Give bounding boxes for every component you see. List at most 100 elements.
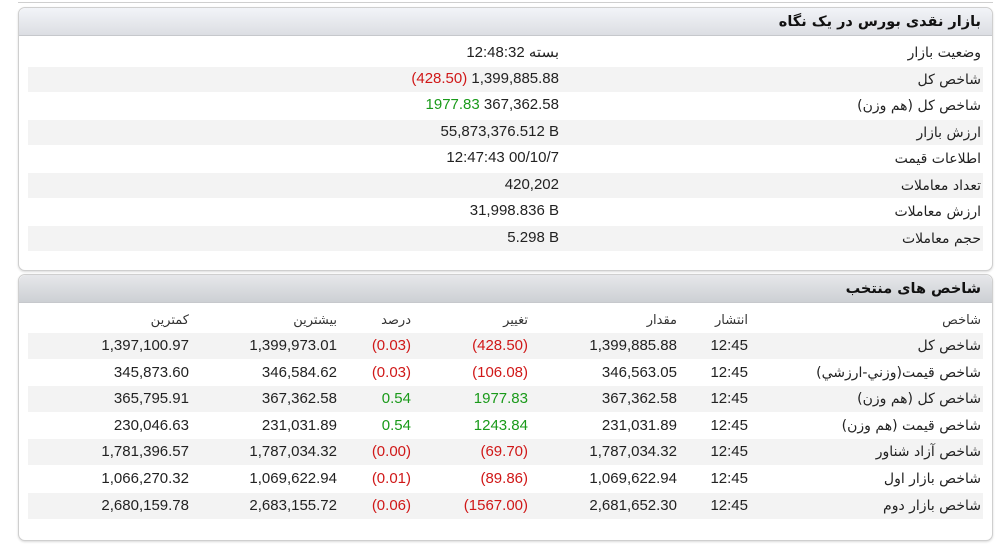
index-change: (1567.00) (463, 496, 528, 514)
index-value: 1,787,034.32 (589, 443, 677, 461)
index-name: شاخص قیمت (هم وزن) (841, 417, 981, 434)
market-summary-label: اطلاعات قیمت (894, 151, 981, 167)
index-percent: (0.00) (371, 443, 411, 461)
index-high: 367,362.58 (261, 390, 337, 408)
index-published: 12:45 (710, 496, 748, 514)
index-change: (89.86) (480, 470, 528, 487)
index-published: 12:45 (710, 363, 748, 381)
market-summary-label: وضعیت بازار (907, 45, 981, 61)
market-summary-row: وضعیت بازار 12:48:32 بسته (28, 40, 983, 65)
col-header-name: شاخص (942, 313, 981, 328)
selected-indices-panel: شاخص های منتخب شاخص انتشار مقدار تغییر د… (18, 274, 993, 541)
index-low: 345,873.60 (113, 363, 189, 381)
col-header-percent: درصد (381, 313, 411, 328)
index-published: 12:45 (710, 443, 748, 461)
col-header-value: مقدار (646, 313, 677, 328)
index-low: 1,781,396.57 (101, 443, 189, 461)
index-high: 1,069,622.94 (249, 470, 337, 487)
index-percent: 0.54 (381, 390, 411, 408)
index-row: شاخص کل (هم وزن) 12:45 367,362.58 1977.83 0.… (28, 386, 983, 413)
index-name: شاخص قیمت(وزني-ارزشي) (816, 364, 981, 381)
index-low: 1,066,270.32 (101, 470, 189, 487)
market-summary-number: 5.298 B (507, 228, 559, 246)
market-summary-row: ارزش بازار 55,873,376.512 B (28, 119, 983, 145)
index-percent: (0.01) (371, 470, 411, 487)
market-summary-value: 5.298 B (28, 229, 559, 246)
index-name: شاخص آزاد شناور (875, 444, 981, 461)
index-percent: (0.03) (371, 337, 411, 354)
market-summary-row: شاخص کل (هم وزن) 1977.83 367,362.58 (28, 93, 983, 118)
index-published: 12:45 (710, 416, 748, 434)
market-summary-label: شاخص کل (917, 71, 981, 88)
index-row: شاخص بازار دوم 12:45 2,681,652.30 (1567.00)… (28, 492, 983, 519)
top-divider (18, 0, 993, 3)
index-value: 2,681,652.30 (589, 496, 677, 514)
index-row: شاخص قیمت (هم وزن) 12:45 231,031.89 1243.84… (28, 413, 983, 439)
indices-table-header: شاخص انتشار مقدار تغییر درصد بیشترین کمت… (28, 307, 983, 333)
index-low: 2,680,159.78 (101, 496, 189, 514)
index-published: 12:45 (710, 390, 748, 408)
selected-indices-title: شاخص های منتخب (19, 275, 992, 303)
index-row: شاخص بازار اول 12:45 1,069,622.94 (89.86) (0… (28, 466, 983, 492)
index-change: (428.50) (472, 337, 528, 354)
index-low: 230,046.63 (113, 416, 189, 434)
index-low: 365,795.91 (113, 390, 189, 408)
index-value: 231,031.89 (601, 416, 677, 434)
index-row: شاخص قیمت(وزني-ارزشي) 12:45 346,563.05 (106… (28, 360, 983, 386)
index-published: 12:45 (710, 470, 748, 487)
index-change: (69.70) (480, 443, 528, 461)
market-summary-label: ارزش معاملات (894, 204, 981, 220)
col-header-low: کمترین (150, 313, 189, 328)
index-published: 12:45 (710, 337, 748, 354)
index-row: شاخص کل 12:45 1,399,885.88 (428.50) (0.03) 1,… (28, 333, 983, 359)
market-summary-number: 55,873,376.512 B (440, 122, 559, 140)
market-summary-value: 1977.83 367,362.58 (28, 96, 559, 113)
index-value: 346,563.05 (601, 363, 677, 381)
market-summary-number: 420,202 (504, 175, 559, 193)
index-name: شاخص بازار دوم (883, 497, 981, 514)
index-value: 1,069,622.94 (589, 470, 677, 487)
index-name: شاخص کل (هم وزن) (857, 391, 981, 408)
market-summary-label: شاخص کل (هم وزن) (857, 98, 981, 114)
market-summary-panel: بازار نقدی بورس در یک نگاه وضعیت بازار 12… (18, 7, 993, 271)
market-summary-change: 1977.83 (425, 96, 480, 113)
market-summary-value: (428.50) 1,399,885.88 (28, 70, 559, 87)
index-value: 367,362.58 (601, 390, 677, 408)
index-value: 1,399,885.88 (589, 337, 677, 354)
index-name: شاخص بازار اول (883, 471, 981, 487)
index-percent: (0.06) (371, 496, 411, 514)
index-high: 346,584.62 (261, 363, 337, 381)
market-summary-value: 55,873,376.512 B (28, 123, 559, 140)
index-high: 1,787,034.32 (249, 443, 337, 461)
market-summary-title: بازار نقدی بورس در یک نگاه (19, 8, 992, 36)
market-summary-label: حجم معاملات (901, 230, 981, 247)
market-summary-number: 1,399,885.88 (471, 69, 559, 87)
market-summary-value: 31,998.836 B (28, 202, 559, 219)
market-summary-row: حجم معاملات 5.298 B (28, 225, 983, 251)
col-header-high: بیشترین (293, 313, 337, 328)
market-summary-value: 12:47:43 00/10/7 (28, 149, 559, 166)
market-summary-label: تعداد معاملات (900, 177, 981, 194)
market-summary-change: (428.50) (411, 69, 468, 87)
col-header-change: تغییر (503, 313, 528, 328)
market-summary-row: شاخص کل (428.50) 1,399,885.88 (28, 66, 983, 92)
index-percent: 0.54 (381, 416, 411, 434)
col-header-published: انتشار (715, 313, 748, 328)
index-name: شاخص کل (917, 338, 981, 354)
market-summary-number: 12:48:32 بسته (466, 44, 559, 61)
market-summary-value: 420,202 (28, 176, 559, 193)
market-summary-label: ارزش بازار (916, 124, 981, 141)
index-percent: (0.03) (371, 363, 411, 381)
index-change: (106.08) (472, 363, 528, 381)
market-summary-row: تعداد معاملات 420,202 (28, 172, 983, 198)
index-high: 1,399,973.01 (249, 337, 337, 354)
index-change: 1243.84 (473, 416, 528, 434)
market-summary-number: 12:47:43 00/10/7 (446, 149, 559, 166)
index-change: 1977.83 (473, 390, 528, 408)
index-high: 231,031.89 (261, 416, 337, 434)
market-summary-row: ارزش معاملات 31,998.836 B (28, 199, 983, 224)
index-high: 2,683,155.72 (249, 496, 337, 514)
market-summary-row: اطلاعات قیمت 12:47:43 00/10/7 (28, 146, 983, 171)
index-low: 1,397,100.97 (101, 337, 189, 354)
market-summary-number: 367,362.58 (483, 96, 559, 113)
